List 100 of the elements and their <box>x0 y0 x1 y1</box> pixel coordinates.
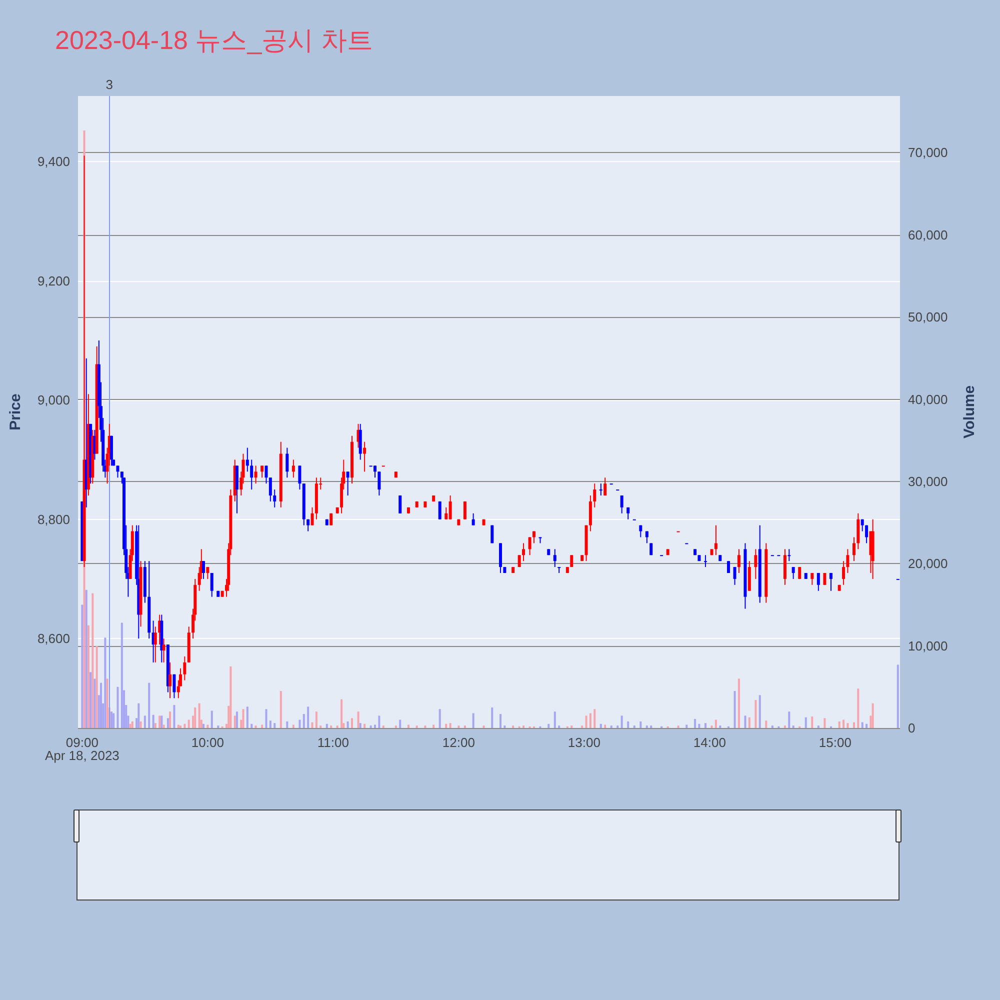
bar <box>846 723 849 728</box>
y-tick-label: 8,600 <box>37 631 70 646</box>
bar <box>90 672 92 728</box>
candlestick <box>599 483 602 496</box>
bar <box>340 699 343 728</box>
candlestick <box>172 674 176 699</box>
candlestick <box>829 572 832 592</box>
candlestick <box>620 494 624 514</box>
bar <box>640 721 642 728</box>
bar <box>704 723 706 728</box>
bar <box>627 721 630 728</box>
bar <box>374 724 376 728</box>
bar <box>744 716 746 728</box>
bar <box>202 724 204 728</box>
bar <box>120 622 123 728</box>
bar <box>100 682 102 728</box>
candlestick <box>499 542 502 574</box>
candlestick <box>754 548 758 580</box>
bar <box>472 713 474 728</box>
bar <box>765 720 768 728</box>
bar <box>585 716 588 728</box>
chart-title: 2023-04-18 뉴스_공시 차트 <box>55 25 373 55</box>
bar <box>162 724 165 728</box>
y2-axis-title: Volume <box>961 385 978 439</box>
bar <box>106 678 108 728</box>
y2-tick-label: 50,000 <box>908 310 948 325</box>
bar <box>298 720 301 728</box>
bar <box>445 724 448 728</box>
bar <box>620 716 623 728</box>
bar <box>116 686 119 728</box>
bar <box>346 721 349 728</box>
bar <box>81 604 84 728</box>
bar <box>378 716 380 728</box>
y2-tick-label: 10,000 <box>908 638 948 654</box>
bar <box>500 714 502 728</box>
bar <box>399 720 402 728</box>
bar <box>432 724 435 728</box>
bar <box>110 712 112 728</box>
candlestick <box>842 560 846 586</box>
bar <box>269 720 272 728</box>
x-tick-label: 14:00 <box>693 735 726 750</box>
y-axis-title: Price <box>7 394 24 430</box>
candlestick <box>286 447 289 478</box>
bar <box>548 724 550 728</box>
bar <box>311 722 314 728</box>
x-tick-label: 11:00 <box>317 735 349 750</box>
bar <box>738 678 740 728</box>
candlestick <box>588 494 592 532</box>
bar <box>138 703 140 728</box>
bar <box>169 712 172 728</box>
bar <box>326 724 328 728</box>
bar <box>198 703 200 728</box>
bar <box>173 704 176 728</box>
candlestick <box>310 506 314 526</box>
bar <box>129 724 132 728</box>
x-tick-label: 15:00 <box>818 735 852 750</box>
candlestick <box>235 465 238 514</box>
candlestick <box>645 530 648 544</box>
candlestick <box>798 566 802 580</box>
candlestick <box>246 447 249 472</box>
bar <box>594 709 596 728</box>
bar <box>250 724 253 728</box>
bar <box>140 721 142 728</box>
candlestick <box>553 548 556 568</box>
bar <box>449 723 452 728</box>
bar <box>896 664 899 728</box>
candlestick <box>737 548 740 574</box>
bar <box>698 724 700 728</box>
bar <box>491 707 494 728</box>
bar <box>604 724 606 728</box>
candlestick <box>472 512 475 526</box>
bar <box>811 716 814 728</box>
bar <box>686 724 688 728</box>
bar <box>351 718 353 728</box>
bar <box>359 723 362 728</box>
bar <box>286 721 288 728</box>
candlestick <box>363 441 366 472</box>
candlestick <box>292 459 295 478</box>
candlestick <box>210 572 214 598</box>
candlestick <box>846 548 850 574</box>
candlestick <box>816 572 820 592</box>
y-tick-label: 9,200 <box>37 273 70 288</box>
bar <box>866 724 868 728</box>
bar <box>842 720 845 728</box>
bar <box>804 717 807 728</box>
bar <box>857 688 860 728</box>
candlestick <box>448 494 452 520</box>
candlestick <box>852 536 856 562</box>
bar <box>206 724 209 728</box>
bar <box>246 706 248 728</box>
bar <box>194 707 196 728</box>
candlestick <box>374 465 377 478</box>
bar <box>589 713 592 728</box>
bar <box>280 691 282 728</box>
bar <box>307 706 310 728</box>
y-tick-label: 8,800 <box>37 512 70 527</box>
y2-tick-label: 30,000 <box>908 474 948 489</box>
bar <box>274 723 276 728</box>
x-tick-label: 12:00 <box>442 735 475 750</box>
candlestick <box>378 471 381 496</box>
